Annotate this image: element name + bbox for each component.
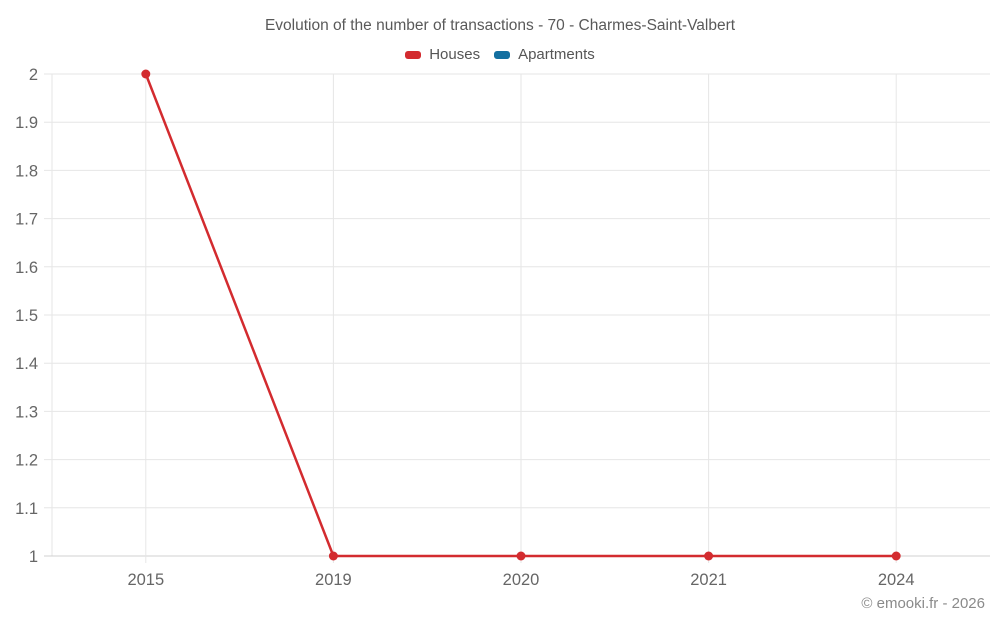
legend: Houses Apartments xyxy=(0,46,1000,63)
x-axis-label: 2015 xyxy=(127,571,164,589)
houses-swatch-icon xyxy=(405,50,422,59)
y-axis-label: 1.4 xyxy=(15,355,38,373)
y-axis-label: 1.3 xyxy=(15,403,38,421)
y-axis-label: 2 xyxy=(29,66,38,84)
legend-item-apartments[interactable]: Apartments xyxy=(494,46,595,63)
houses-marker[interactable] xyxy=(704,551,714,561)
y-axis-label: 1.5 xyxy=(15,307,38,325)
x-axis-label: 2020 xyxy=(503,571,540,589)
copyright: © emooki.fr - 2026 xyxy=(861,595,985,612)
x-axis-label: 2019 xyxy=(315,571,352,589)
y-axis-label: 1 xyxy=(29,548,38,566)
y-axis-label: 1.9 xyxy=(15,114,38,132)
chart-title: Evolution of the number of transactions … xyxy=(264,17,736,34)
houses-marker[interactable] xyxy=(328,551,338,561)
houses-marker[interactable] xyxy=(891,551,901,561)
y-axis-label: 1.6 xyxy=(15,259,38,277)
x-axis-label: 2024 xyxy=(878,571,915,589)
legend-label-houses: Houses xyxy=(429,46,481,63)
legend-label-apartments: Apartments xyxy=(518,46,595,63)
legend-item-houses[interactable]: Houses xyxy=(405,46,480,63)
x-axis-label: 2021 xyxy=(690,571,727,589)
y-axis-label: 1.2 xyxy=(15,452,38,470)
y-axis-label: 1.1 xyxy=(15,500,38,518)
houses-marker[interactable] xyxy=(516,551,526,561)
houses-marker[interactable] xyxy=(141,69,151,79)
apartments-swatch-icon xyxy=(494,50,511,59)
y-axis-label: 1.7 xyxy=(15,211,38,229)
y-axis-label: 1.8 xyxy=(15,162,38,180)
